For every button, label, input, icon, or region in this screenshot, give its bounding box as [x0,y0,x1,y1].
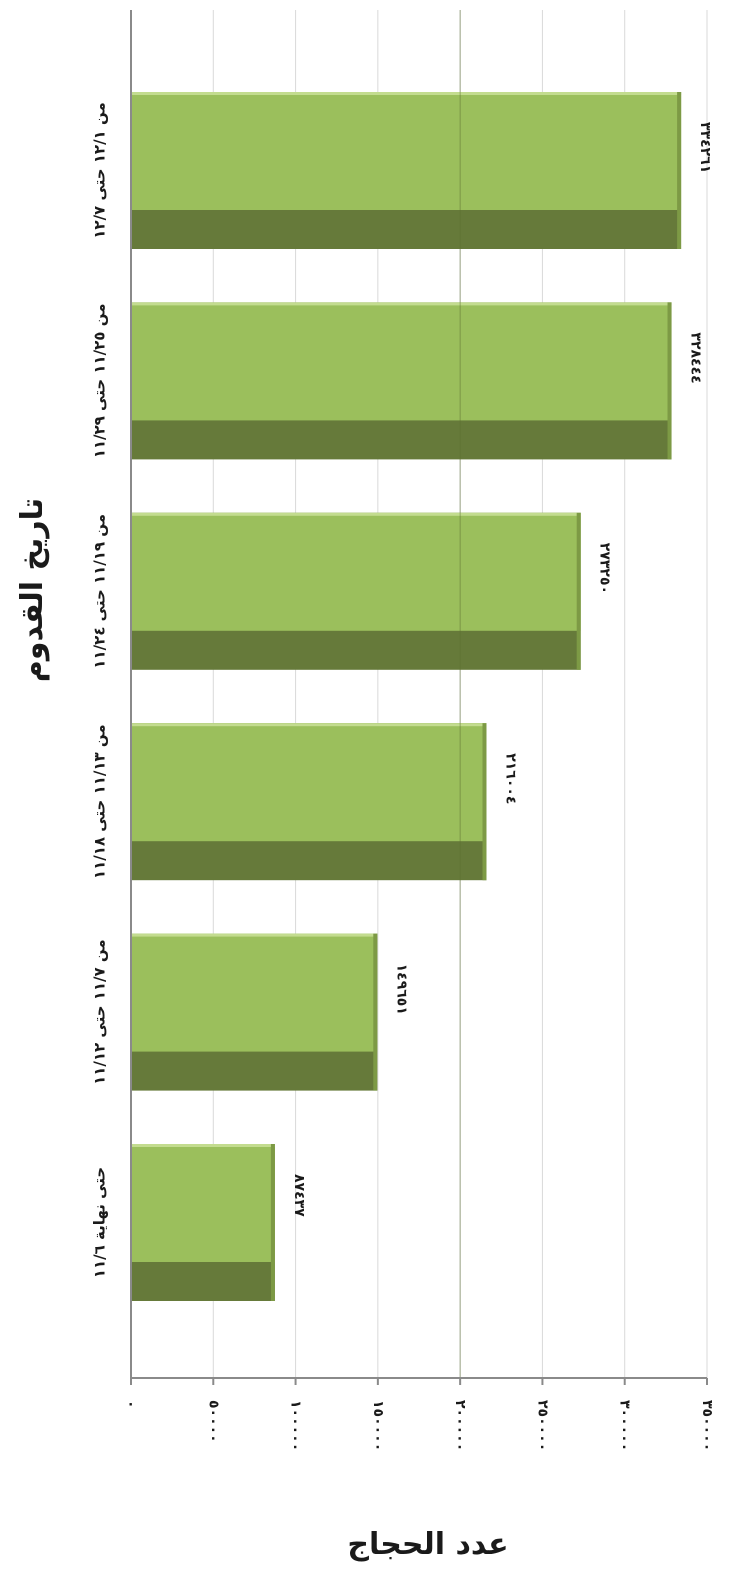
bar-end-edge [576,512,581,670]
bar [131,933,378,1091]
data-label: ٢١٦٠٠٤ [502,753,518,804]
category-label: من ١٢/١ حتى ١٢/٧ [91,102,109,238]
bar [131,1144,275,1301]
bar-face [131,723,487,842]
data-label: ٢٧٣٢٥٠ [597,543,613,594]
data-label: ١٤٩٦٥١ [393,964,409,1015]
tick-label: ٠ [123,1400,139,1409]
data-label: ٣٢٨٤٤٤ [688,332,704,383]
category-label: من ١١/٧ حتى ١١/١٢ [91,939,109,1085]
bar-end-edge [667,302,672,460]
tick-label: ٣٥٠٠٠٠ [699,1400,715,1451]
category-label: من ١١/٢٥ حتى ١١/٢٩ [91,304,109,459]
bar-end-edge [482,723,487,881]
bar-top-highlight [131,933,378,937]
labels: ٨٧٤٣٧ حتى نهاية ١١/٦ ١٤٩٦٥١ من ١١/٧ حتى ١١/… [91,102,716,1451]
bars [131,10,682,1378]
bar-face [131,512,581,631]
bar [131,302,672,460]
bar-face [131,302,672,421]
bar-face [131,1144,275,1262]
tick-label: ١٥٠٠٠٠ [370,1400,386,1451]
bar [131,512,581,670]
bar-end-edge [270,1144,275,1301]
bar-top-highlight [131,723,487,727]
bar-top-highlight [131,302,672,306]
data-label: ٨٧٤٣٧ [291,1174,307,1217]
category-label: من ١١/١٣ حتى ١١/١٨ [91,724,109,879]
bar-top-highlight [131,512,581,516]
tick-label: ٢٠٠٠٠٠ [452,1400,468,1451]
data-label: ٣٣٤٢٦١ [697,122,713,173]
axes [130,10,708,1385]
y-axis-title: عدد الحجاج [347,1527,508,1562]
bar [131,92,682,249]
tick-label: ٣٠٠٠٠٠ [617,1400,633,1451]
tick-label: ١٠٠٠٠٠ [288,1400,304,1451]
bar [131,723,487,881]
category-label: حتى نهاية ١١/٦ [91,1167,109,1278]
tick-label: ٢٥٠٠٠٠ [534,1400,550,1451]
bar-top-highlight [131,1144,275,1147]
bar-end-edge [373,933,378,1091]
bar-top-highlight [131,92,682,95]
category-label: من ١١/١٩ حتى ١١/٢٤ [91,514,109,669]
bar-face [131,92,682,210]
bar-face [131,933,378,1052]
bar-end-edge [677,92,682,249]
x-axis-title: تاريخ القدوم [15,498,50,682]
tick-label: ٥٠٠٠٠ [205,1400,221,1443]
